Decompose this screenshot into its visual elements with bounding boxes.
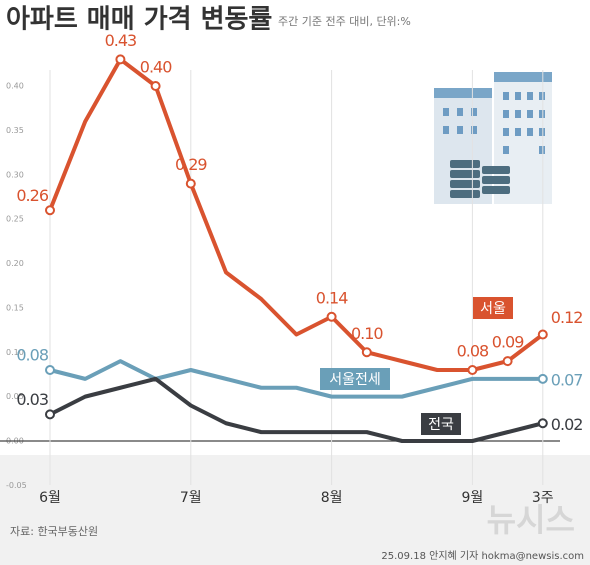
data-label: 0.08 (457, 342, 489, 361)
data-label: 0.43 (105, 31, 137, 50)
legend-box (473, 297, 513, 319)
data-label: 0.40 (140, 58, 172, 77)
source: 자료: 한국부동산원 (10, 525, 98, 538)
point (467, 365, 478, 375)
data-label: 0.08 (16, 346, 48, 365)
data-label: 0.10 (351, 324, 383, 343)
point (185, 178, 196, 189)
series-line (49, 376, 544, 443)
series-line (48, 57, 545, 372)
x-tick-label: 3주 (532, 490, 554, 506)
legend-box (421, 413, 461, 435)
point (502, 356, 513, 367)
legend-label: 서울전세 (329, 372, 381, 388)
point (45, 409, 55, 420)
data-label: 0.26 (16, 186, 48, 205)
chart-title: 아파트 매매 가격 변동률 (6, 5, 272, 35)
point (45, 365, 55, 375)
data-label: 0.02 (551, 415, 583, 434)
y-tick-label: -0.05 (6, 481, 27, 490)
legend-box (320, 368, 390, 390)
x-tick-label: 6월 (39, 490, 61, 506)
point (537, 329, 548, 340)
y-tick-label: 0.10 (6, 348, 24, 357)
y-tick-label: 0.40 (6, 82, 24, 91)
series-line (49, 359, 543, 399)
point (45, 205, 55, 216)
x-tick-label: 7월 (180, 490, 202, 506)
point (115, 54, 126, 65)
x-tick-label: 9월 (462, 490, 484, 506)
point (537, 373, 548, 384)
y-tick-label: 0.30 (6, 170, 24, 179)
y-tick-label: 0.20 (6, 259, 24, 268)
legend-label: 서울 (480, 301, 506, 317)
y-tick-label: 0.25 (6, 215, 24, 224)
point (326, 311, 337, 322)
chart-subtitle: 주간 기준 전주 대비, 단위:% (278, 15, 411, 28)
data-label: 0.12 (551, 308, 583, 327)
watermark: 뉴시스 (487, 501, 575, 539)
y-tick-label: 0.15 (6, 303, 24, 312)
y-tick-label: 0.05 (6, 392, 24, 401)
point (361, 347, 372, 358)
credit: 25.09.18 안지혜 기자 hokma@newsis.com (381, 550, 584, 562)
data-label: 0.07 (551, 370, 583, 389)
data-label: 0.29 (175, 155, 207, 174)
point (537, 418, 548, 429)
data-label: 0.03 (16, 390, 48, 409)
data-label: 0.14 (316, 288, 348, 307)
x-tick-label: 8월 (321, 490, 343, 506)
legend-label: 전국 (428, 417, 454, 433)
data-label: 0.09 (492, 333, 524, 352)
y-tick-label: 0.35 (6, 126, 24, 135)
point (150, 81, 161, 91)
footer-band (0, 455, 590, 565)
